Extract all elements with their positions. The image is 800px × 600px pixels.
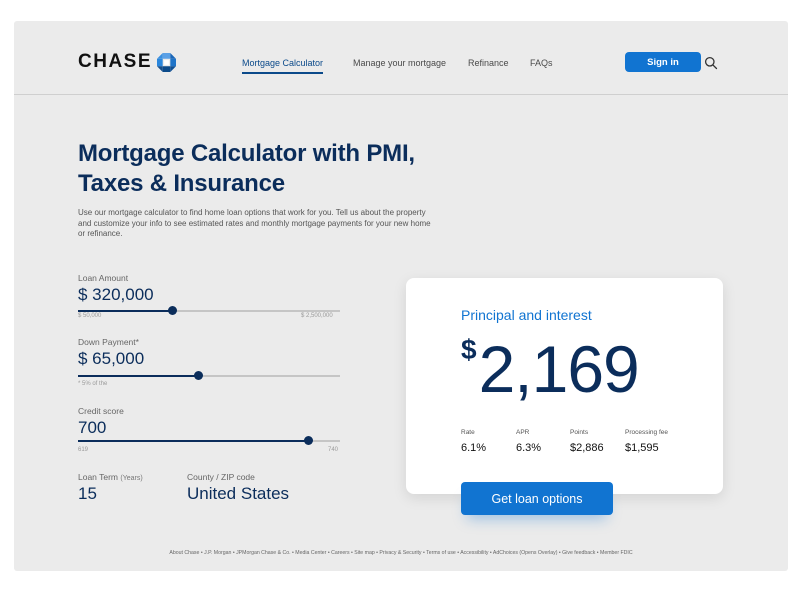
chase-octagon-icon xyxy=(157,52,177,72)
result-title: Principal and interest xyxy=(461,307,592,323)
loan-amount-min: $ 50,000 xyxy=(78,313,102,319)
nav-refinance[interactable]: Refinance xyxy=(468,58,509,68)
stat-points-value: $2,886 xyxy=(570,442,604,454)
credit-score-value[interactable]: 700 xyxy=(78,418,107,437)
credit-score-max: 740 xyxy=(328,447,339,453)
nav-faqs[interactable]: FAQs xyxy=(530,58,553,68)
logo-text: CHASE xyxy=(78,51,153,72)
chase-logo[interactable]: CHASE xyxy=(78,51,177,72)
down-payment-hint: * 5% of the xyxy=(78,381,108,387)
stat-processing-fee-value: $1,595 xyxy=(625,442,659,454)
get-loan-options-button[interactable]: Get loan options xyxy=(461,482,613,515)
credit-score-fill xyxy=(78,440,309,442)
page-title-line-1: Mortgage Calculator with PMI, xyxy=(78,140,415,167)
site-header: CHASE Mortgage Calculator Manage your mo… xyxy=(14,21,788,95)
page-frame: CHASE Mortgage Calculator Manage your mo… xyxy=(14,21,788,571)
loan-term-value[interactable]: 15 xyxy=(78,484,97,503)
monthly-payment-amount: $ 2,169 xyxy=(461,332,640,406)
loan-amount-value[interactable]: $ 320,000 xyxy=(78,285,154,304)
stat-rate-label: Rate xyxy=(461,429,475,436)
down-payment-track[interactable] xyxy=(78,375,340,377)
footer-links[interactable]: About Chase • J.P. Morgan • JPMorgan Cha… xyxy=(169,550,633,556)
loan-amount-track[interactable] xyxy=(78,310,340,312)
stat-apr-value: 6.3% xyxy=(516,442,542,454)
payment-value: 2,169 xyxy=(478,332,640,406)
loan-amount-slider-thumb[interactable] xyxy=(167,306,177,315)
stat-points-label: Points xyxy=(570,429,589,436)
payment-result-card: Principal and interest $ 2,169 Rate 6.1%… xyxy=(406,278,723,494)
stat-rate-value: 6.1% xyxy=(461,442,487,454)
page-title-line-2: Taxes & Insurance xyxy=(78,170,285,197)
page-title: Mortgage Calculator with PMI, Taxes & In… xyxy=(78,139,478,199)
down-payment-fill xyxy=(78,375,199,377)
credit-score-slider-thumb[interactable] xyxy=(304,436,314,445)
nav-mortgage-calculator[interactable]: Mortgage Calculator xyxy=(242,58,324,74)
loan-amount-max: $ 2,500,000 xyxy=(301,313,333,319)
nav-manage-mortgage[interactable]: Manage your mortgage xyxy=(353,58,447,68)
sign-in-button[interactable]: Sign in xyxy=(625,52,701,72)
currency-symbol: $ xyxy=(461,334,477,365)
loan-amount-label: Loan Amount xyxy=(78,273,129,283)
stat-processing-fee-label: Processing fee xyxy=(625,429,668,436)
county-value[interactable]: United States xyxy=(187,484,290,503)
credit-score-min: 619 xyxy=(78,447,89,453)
down-payment-label: Down Payment* xyxy=(78,337,139,347)
search-icon[interactable] xyxy=(704,56,718,70)
down-payment-slider-thumb[interactable] xyxy=(194,371,204,380)
loan-term-label-text: Loan Term xyxy=(78,472,119,482)
down-payment-value[interactable]: $ 65,000 xyxy=(78,349,145,368)
loan-amount-fill xyxy=(78,310,173,312)
county-label: County / ZIP code xyxy=(187,472,255,482)
stat-apr-label: APR xyxy=(516,429,530,436)
credit-score-label: Credit score xyxy=(78,406,124,416)
page-description: Use our mortgage calculator to find home… xyxy=(78,208,431,238)
loan-term-label-suffix: (Years) xyxy=(120,475,143,482)
loan-term-label: Loan Term (Years) xyxy=(78,472,143,482)
